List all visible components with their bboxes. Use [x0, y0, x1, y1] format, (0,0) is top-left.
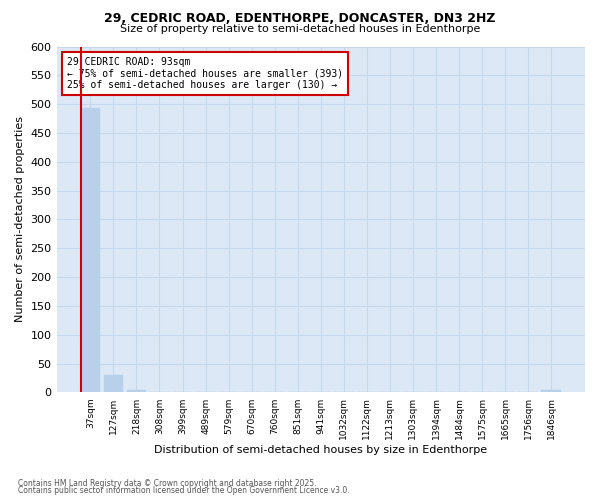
Text: 29, CEDRIC ROAD, EDENTHORPE, DONCASTER, DN3 2HZ: 29, CEDRIC ROAD, EDENTHORPE, DONCASTER, …: [104, 12, 496, 26]
Text: Contains HM Land Registry data © Crown copyright and database right 2025.: Contains HM Land Registry data © Crown c…: [18, 478, 317, 488]
Y-axis label: Number of semi-detached properties: Number of semi-detached properties: [15, 116, 25, 322]
Bar: [541, 390, 561, 392]
Bar: [80, 108, 100, 393]
X-axis label: Distribution of semi-detached houses by size in Edenthorpe: Distribution of semi-detached houses by …: [154, 445, 487, 455]
Text: 29 CEDRIC ROAD: 93sqm
← 75% of semi-detached houses are smaller (393)
25% of sem: 29 CEDRIC ROAD: 93sqm ← 75% of semi-deta…: [67, 57, 343, 90]
Text: Contains public sector information licensed under the Open Government Licence v3: Contains public sector information licen…: [18, 486, 350, 495]
Bar: [104, 375, 123, 392]
Bar: [127, 390, 146, 392]
Text: Size of property relative to semi-detached houses in Edenthorpe: Size of property relative to semi-detach…: [120, 24, 480, 34]
